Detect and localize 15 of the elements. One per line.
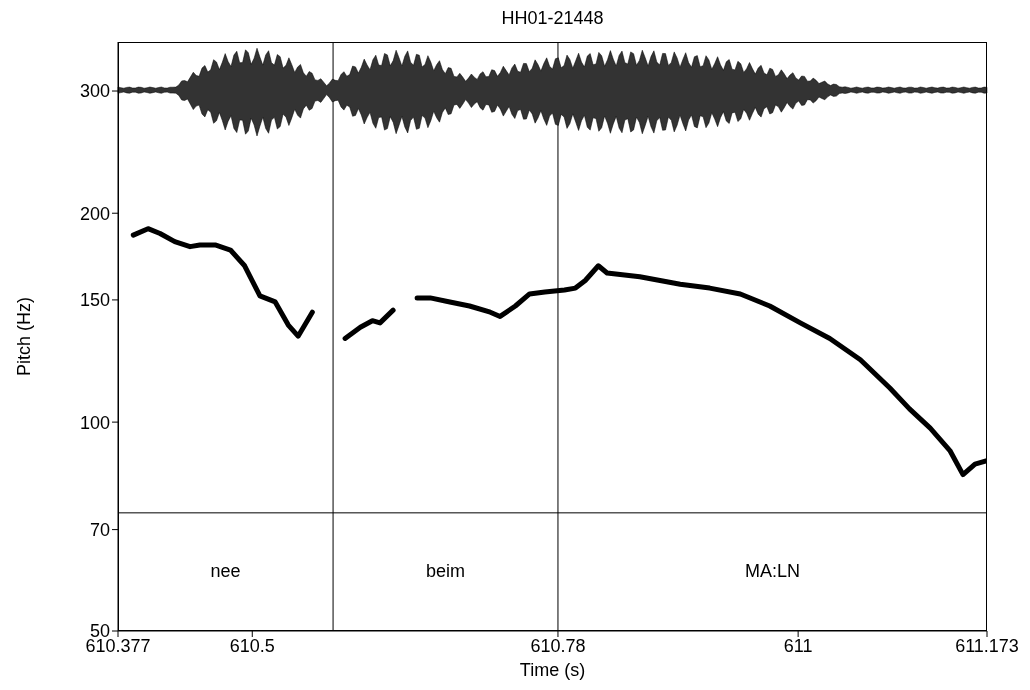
x-tick-label: 611 xyxy=(783,635,813,656)
annotation: MA:LN xyxy=(743,560,801,582)
y-tick-label: 300 xyxy=(79,81,110,102)
annotation: beim xyxy=(425,560,466,582)
y-axis-title: Pitch (Hz) xyxy=(13,295,35,378)
y-tick-label: 100 xyxy=(79,412,110,433)
annotation: nee xyxy=(209,560,242,582)
y-tick-label: 150 xyxy=(79,290,110,311)
x-tick-label: 610.78 xyxy=(530,635,586,656)
x-tick-label: 611.173 xyxy=(955,635,1019,656)
chart-title: HH01-21448 xyxy=(500,8,605,29)
y-tick-label: 200 xyxy=(79,203,110,224)
x-tick-label: 610.5 xyxy=(229,635,275,656)
x-axis-title: Time (s) xyxy=(518,660,587,681)
y-tick-label: 70 xyxy=(89,519,110,540)
